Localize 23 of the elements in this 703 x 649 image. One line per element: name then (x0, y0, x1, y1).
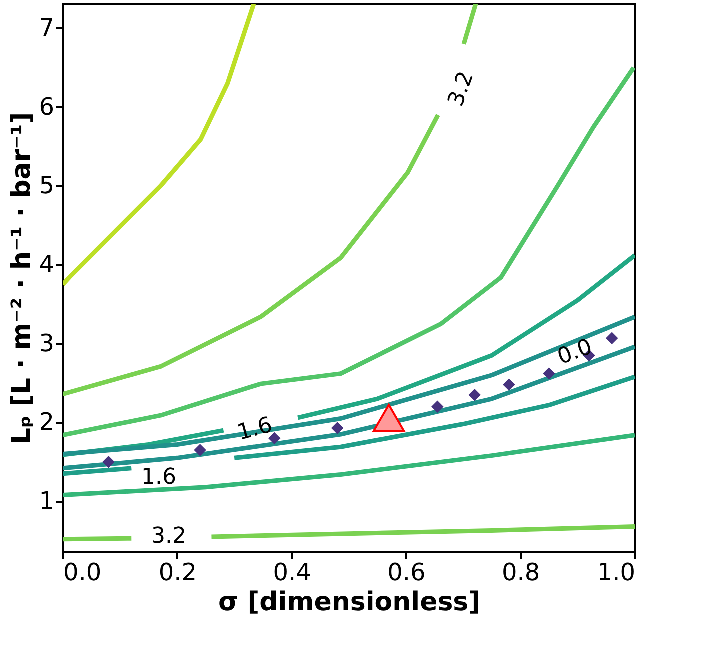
y-tick-label: 2 (39, 408, 54, 436)
annotation: 1.6 (142, 465, 176, 490)
y-axis-title: Lₚ [L · m⁻² · h⁻¹ · bar⁻¹] (7, 112, 38, 445)
x-tick-label: 0.6 (388, 558, 426, 586)
x-tick-label: 0.8 (502, 558, 540, 586)
x-tick-label: 1.0 (597, 558, 636, 586)
y-tick-label: 1 (39, 487, 54, 516)
x-tick-label: 0.4 (273, 558, 312, 586)
annotation: 1.6 (234, 412, 276, 446)
annotation: 3.2 (444, 68, 480, 110)
x-axis-title: σ [dimensionless] (218, 588, 481, 618)
y-tick-label: 4 (39, 250, 54, 278)
line-series (63, 66, 635, 438)
x-tick-label: 0.2 (158, 558, 197, 586)
annotation: 0.0 (554, 334, 596, 370)
y-tick-label: 7 (39, 14, 54, 42)
y-tick-label: 6 (39, 92, 54, 121)
x-tick-label: 0.0 (64, 558, 102, 586)
line-series (63, 4, 256, 287)
line-series (63, 314, 635, 456)
annotation: 3.2 (152, 524, 186, 549)
y-tick-label: 3 (39, 329, 54, 358)
y-tick-label: 5 (39, 172, 54, 200)
